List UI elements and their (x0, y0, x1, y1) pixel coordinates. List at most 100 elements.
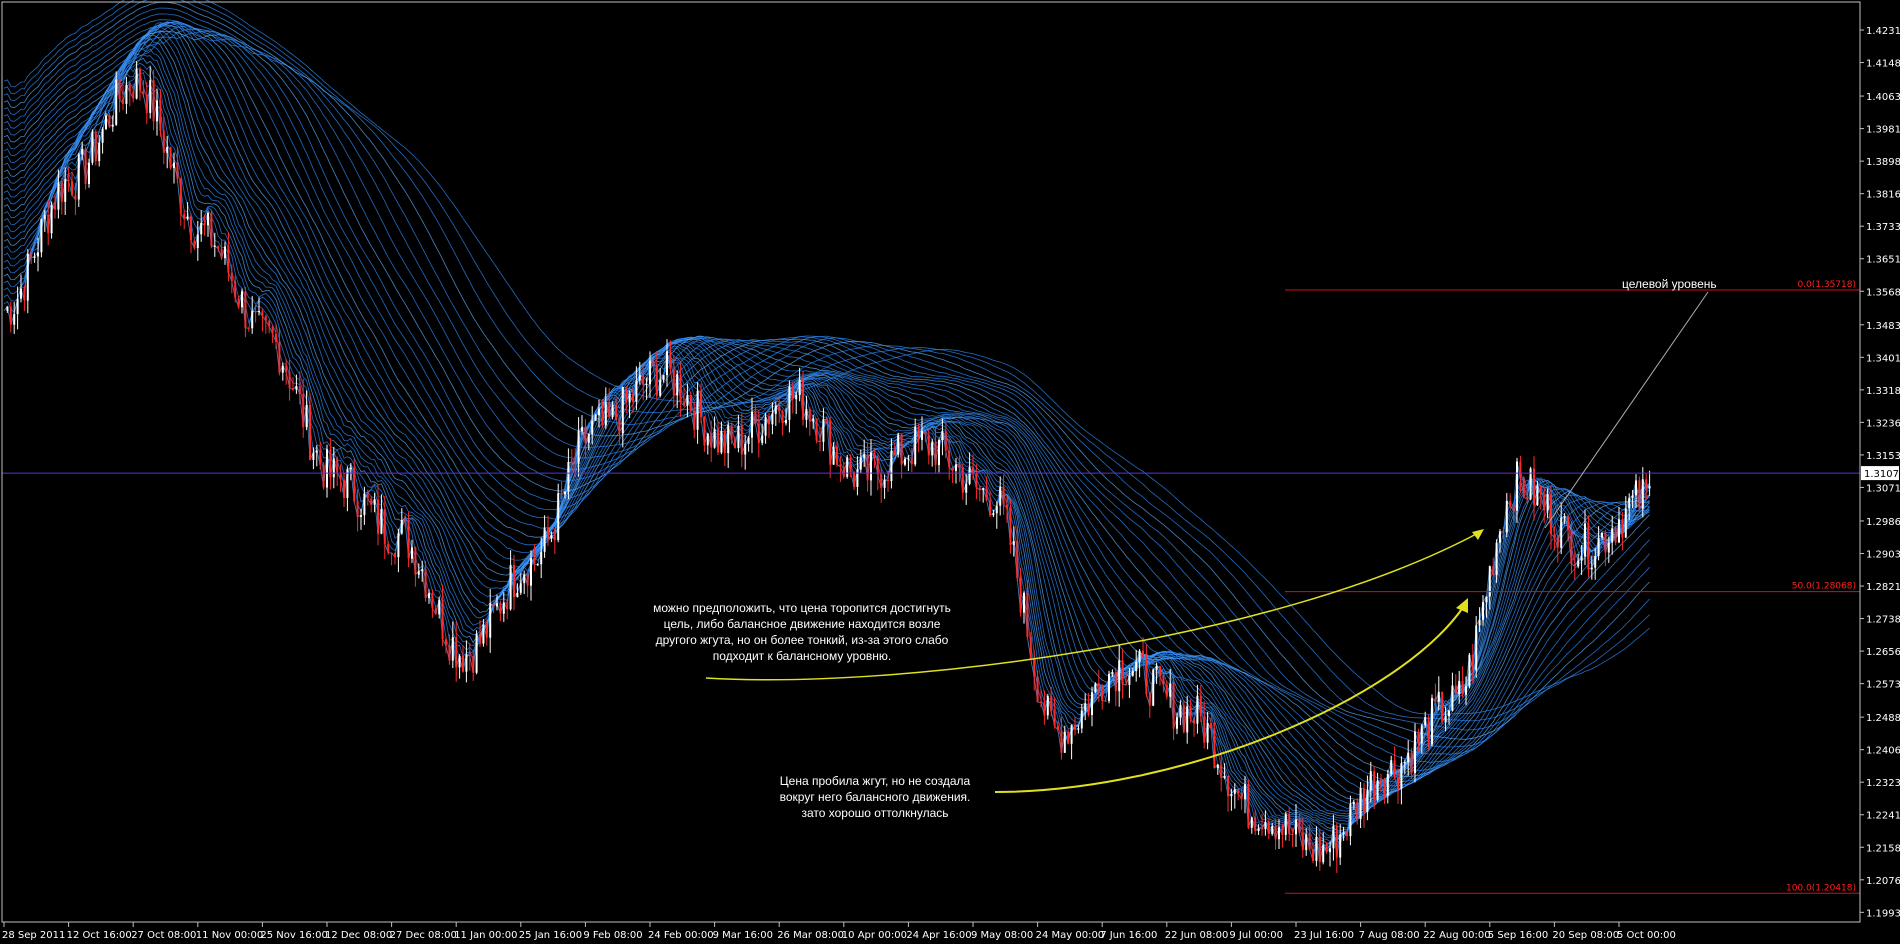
balance-arrow (705, 531, 1481, 681)
candle-body (230, 272, 233, 282)
candle-body (1216, 764, 1219, 769)
y-tick-label: 1.31535 (1866, 451, 1900, 462)
candle-body (1635, 480, 1637, 496)
candle-body (1240, 793, 1243, 800)
candle-body (1026, 592, 1029, 637)
fib-level-label: 100.0(1.20418) (1786, 883, 1856, 893)
candle-body (819, 440, 821, 442)
candle-body (526, 574, 529, 586)
breakout-note: Цена пробила жгут, но не создала вокруг … (770, 773, 980, 821)
candle-body (611, 404, 614, 417)
ma-line (3, 47, 1650, 839)
x-tick-label: 25 Jan 16:00 (519, 930, 582, 941)
candle-body (1142, 650, 1144, 658)
candle-body (1502, 531, 1505, 533)
x-tick-label: 20 Sep 08:00 (1552, 930, 1619, 941)
candle-body (1618, 519, 1620, 543)
candle-body (179, 178, 182, 214)
candle-body (570, 462, 573, 464)
candle-body (451, 637, 454, 661)
candle-body (1244, 784, 1246, 800)
candle-body (958, 464, 961, 468)
candle-body (370, 498, 373, 505)
candle-body (275, 333, 277, 342)
candle-body (1567, 516, 1569, 531)
candle-body (1029, 636, 1032, 660)
candle-body (1023, 592, 1025, 613)
candle-body (203, 222, 206, 226)
candle-body (499, 603, 502, 614)
candle-body (1431, 698, 1433, 745)
x-tick-label: 26 Mar 08:00 (777, 930, 844, 941)
y-tick-label: 1.25735 (1866, 680, 1900, 691)
candle-body (519, 583, 522, 593)
candle-body (332, 458, 335, 478)
candle-body (152, 80, 155, 122)
candle-body (1315, 836, 1318, 861)
candle-body (108, 115, 111, 127)
candle-body (43, 214, 46, 219)
candle-body (122, 99, 124, 104)
candle-body (1182, 704, 1185, 733)
candle-body (1152, 669, 1155, 706)
candle-body (740, 425, 743, 455)
candle-body (1043, 702, 1046, 716)
candle-body (1346, 832, 1348, 837)
candle-body (190, 216, 192, 241)
candle-body (224, 246, 226, 259)
candle-body (346, 469, 349, 499)
candle-body (1475, 625, 1478, 671)
candle-body (356, 501, 359, 517)
candle-body (764, 416, 767, 436)
candle-body (366, 493, 369, 499)
candle-body (1091, 692, 1093, 715)
x-tick-label: 28 Sep 2011 (2, 930, 65, 941)
candle-body (1536, 486, 1539, 506)
candle-body (50, 204, 53, 234)
candle-body (468, 654, 471, 657)
candle-body (608, 402, 611, 417)
candle-body (305, 405, 308, 428)
candle-body (1424, 717, 1427, 726)
candle-body (1077, 728, 1080, 730)
candle-body (285, 365, 288, 373)
ma-line (3, 21, 1650, 812)
candle-body (1587, 523, 1590, 570)
candle-body (145, 94, 148, 113)
y-tick-label: 1.22410 (1866, 811, 1900, 822)
candle-body (941, 430, 944, 440)
candle-body (1427, 717, 1430, 745)
candle-body (669, 351, 672, 369)
chart-frame (1, 1, 1861, 923)
candle-body (105, 115, 107, 129)
ma-line (3, 30, 1650, 783)
candle-body (961, 467, 964, 493)
y-tick-label: 1.34835 (1866, 321, 1900, 332)
candle-body (363, 493, 366, 516)
candle-body (37, 252, 39, 257)
candle-body (679, 374, 682, 403)
candle-body (1019, 578, 1022, 613)
candle-body (1250, 817, 1253, 828)
candle-body (390, 552, 393, 554)
candle-body (1325, 844, 1328, 853)
candle-body (1509, 500, 1512, 506)
current-price-tag (1861, 466, 1899, 481)
candle-body (1641, 479, 1644, 509)
candle-body (931, 441, 934, 456)
candle-body (156, 100, 158, 122)
candle-body (853, 472, 855, 487)
candle-body (149, 80, 152, 113)
fib-level-label: 0.0(1.35718) (1797, 280, 1856, 290)
candle-body (241, 291, 243, 308)
candle-body (77, 154, 80, 200)
candle-body (288, 372, 291, 389)
breakout-note-line: зато хорошо оттолкнулась (801, 806, 949, 820)
candle-body (1373, 771, 1376, 800)
candle-body (1053, 711, 1056, 726)
candle-body (1046, 696, 1049, 716)
candle-body (992, 513, 995, 516)
x-tick-label: 9 Feb 08:00 (583, 930, 642, 941)
